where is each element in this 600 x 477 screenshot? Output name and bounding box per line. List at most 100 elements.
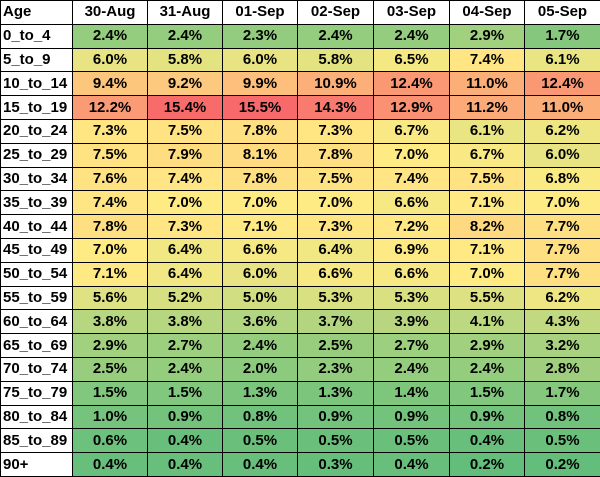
value-cell: 5.0% xyxy=(223,286,298,310)
value-cell: 2.4% xyxy=(148,24,223,48)
value-cell: 11.2% xyxy=(450,96,525,120)
value-cell: 0.9% xyxy=(374,405,450,429)
value-cell: 7.1% xyxy=(223,215,298,239)
age-cell: 65_to_69 xyxy=(1,334,73,358)
value-cell: 6.6% xyxy=(223,238,298,262)
value-cell: 2.7% xyxy=(374,334,450,358)
value-cell: 2.3% xyxy=(223,24,298,48)
age-cell: 55_to_59 xyxy=(1,286,73,310)
value-cell: 7.4% xyxy=(450,48,525,72)
value-cell: 7.0% xyxy=(374,143,450,167)
value-cell: 0.5% xyxy=(223,429,298,453)
value-cell: 6.4% xyxy=(298,238,374,262)
value-cell: 2.0% xyxy=(223,357,298,381)
value-cell: 5.8% xyxy=(298,48,374,72)
age-cell: 15_to_19 xyxy=(1,96,73,120)
value-cell: 0.3% xyxy=(298,453,374,477)
value-cell: 3.9% xyxy=(374,310,450,334)
value-cell: 6.0% xyxy=(223,48,298,72)
value-cell: 7.5% xyxy=(450,167,525,191)
value-cell: 12.4% xyxy=(525,72,600,96)
value-cell: 2.5% xyxy=(298,334,374,358)
header-date: 01-Sep xyxy=(223,1,298,25)
age-cell: 5_to_9 xyxy=(1,48,73,72)
value-cell: 0.2% xyxy=(450,453,525,477)
value-cell: 6.8% xyxy=(525,167,600,191)
value-cell: 6.1% xyxy=(450,119,525,143)
value-cell: 6.2% xyxy=(525,119,600,143)
value-cell: 3.7% xyxy=(298,310,374,334)
value-cell: 0.8% xyxy=(525,405,600,429)
value-cell: 2.7% xyxy=(148,334,223,358)
value-cell: 0.8% xyxy=(223,405,298,429)
age-cell: 35_to_39 xyxy=(1,191,73,215)
value-cell: 5.3% xyxy=(374,286,450,310)
value-cell: 5.3% xyxy=(298,286,374,310)
value-cell: 7.0% xyxy=(73,238,148,262)
value-cell: 0.4% xyxy=(73,453,148,477)
value-cell: 2.3% xyxy=(298,357,374,381)
value-cell: 3.8% xyxy=(73,310,148,334)
age-cell: 85_to_89 xyxy=(1,429,73,453)
age-cell: 90+ xyxy=(1,453,73,477)
value-cell: 7.0% xyxy=(148,191,223,215)
value-cell: 7.3% xyxy=(298,119,374,143)
value-cell: 10.9% xyxy=(298,72,374,96)
value-cell: 6.2% xyxy=(525,286,600,310)
age-cell: 80_to_84 xyxy=(1,405,73,429)
value-cell: 2.4% xyxy=(374,357,450,381)
value-cell: 0.4% xyxy=(374,453,450,477)
age-cell: 70_to_74 xyxy=(1,357,73,381)
value-cell: 0.4% xyxy=(148,453,223,477)
value-cell: 7.4% xyxy=(148,167,223,191)
value-cell: 12.4% xyxy=(374,72,450,96)
value-cell: 8.1% xyxy=(223,143,298,167)
value-cell: 2.4% xyxy=(298,24,374,48)
value-cell: 0.4% xyxy=(223,453,298,477)
value-cell: 7.7% xyxy=(525,238,600,262)
value-cell: 1.7% xyxy=(525,381,600,405)
value-cell: 9.4% xyxy=(73,72,148,96)
age-cell: 40_to_44 xyxy=(1,215,73,239)
value-cell: 0.5% xyxy=(525,429,600,453)
value-cell: 7.9% xyxy=(148,143,223,167)
value-cell: 0.5% xyxy=(374,429,450,453)
value-cell: 6.4% xyxy=(148,238,223,262)
value-cell: 7.3% xyxy=(73,119,148,143)
value-cell: 7.1% xyxy=(73,262,148,286)
value-cell: 1.5% xyxy=(73,381,148,405)
value-cell: 1.7% xyxy=(525,24,600,48)
value-cell: 7.7% xyxy=(525,215,600,239)
value-cell: 12.9% xyxy=(374,96,450,120)
value-cell: 5.6% xyxy=(73,286,148,310)
value-cell: 8.2% xyxy=(450,215,525,239)
age-cell: 30_to_34 xyxy=(1,167,73,191)
value-cell: 3.2% xyxy=(525,334,600,358)
age-cell: 20_to_24 xyxy=(1,119,73,143)
value-cell: 1.5% xyxy=(148,381,223,405)
value-cell: 6.0% xyxy=(223,262,298,286)
value-cell: 2.9% xyxy=(450,24,525,48)
value-cell: 6.9% xyxy=(374,238,450,262)
value-cell: 7.5% xyxy=(148,119,223,143)
value-cell: 5.2% xyxy=(148,286,223,310)
value-cell: 7.0% xyxy=(525,191,600,215)
age-cell: 60_to_64 xyxy=(1,310,73,334)
value-cell: 7.2% xyxy=(374,215,450,239)
value-cell: 6.0% xyxy=(525,143,600,167)
value-cell: 7.0% xyxy=(450,262,525,286)
value-cell: 2.4% xyxy=(73,24,148,48)
age-cell: 0_to_4 xyxy=(1,24,73,48)
header-age: Age xyxy=(1,1,73,25)
